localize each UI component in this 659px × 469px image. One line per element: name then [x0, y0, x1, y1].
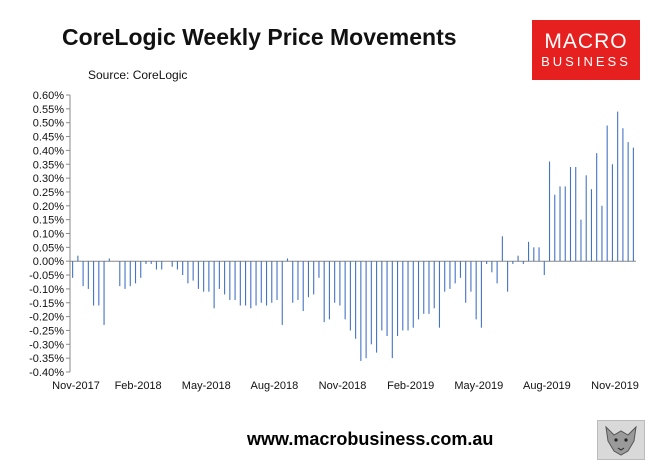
y-tick-label: 0.40%: [33, 145, 64, 157]
y-tick-label: 0.10%: [33, 229, 64, 241]
logo-line-2: BUSINESS: [541, 54, 631, 69]
y-tick-label: 0.45%: [33, 132, 64, 144]
y-tick-label: -0.05%: [29, 270, 64, 282]
x-tick-label: Aug-2018: [251, 380, 299, 392]
x-tick-label: Feb-2018: [115, 380, 162, 392]
y-tick-label: 0.25%: [33, 187, 64, 199]
y-tick-label: -0.40%: [29, 367, 64, 379]
logo-line-1: MACRO: [544, 30, 628, 53]
y-tick-label: -0.35%: [29, 353, 64, 365]
x-tick-label: Aug-2019: [523, 380, 571, 392]
x-tick-label: Nov-2017: [52, 380, 100, 392]
y-tick-label: 0.35%: [33, 159, 64, 171]
y-tick-label: 0.15%: [33, 215, 64, 227]
x-tick-label: Nov-2018: [319, 380, 367, 392]
y-tick-label: -0.15%: [29, 298, 64, 310]
y-tick-label: -0.25%: [29, 325, 64, 337]
footer-url[interactable]: www.macrobusiness.com.au: [247, 429, 494, 449]
y-tick-label: -0.30%: [29, 339, 64, 351]
x-tick-label: Feb-2019: [387, 380, 434, 392]
y-tick-label: -0.20%: [29, 312, 64, 324]
y-tick-label: 0.55%: [33, 104, 64, 116]
x-tick-label: Nov-2019: [591, 380, 639, 392]
y-tick-label: 0.20%: [33, 201, 64, 213]
y-tick-label: 0.05%: [33, 242, 64, 254]
y-tick-label: 0.30%: [33, 173, 64, 185]
macro-business-logo: MACRO BUSINESS: [532, 20, 640, 80]
x-tick-label: May-2018: [182, 380, 231, 392]
y-tick-label: 0.00%: [33, 256, 64, 268]
x-tick-label: May-2019: [454, 380, 503, 392]
chart-title: CoreLogic Weekly Price Movements: [62, 24, 457, 50]
wolf-logo-icon: [597, 420, 645, 460]
y-tick-label: 0.50%: [33, 118, 64, 130]
y-tick-label: -0.10%: [29, 284, 64, 296]
y-tick-label: 0.60%: [33, 90, 64, 102]
chart-source: Source: CoreLogic: [88, 68, 188, 82]
